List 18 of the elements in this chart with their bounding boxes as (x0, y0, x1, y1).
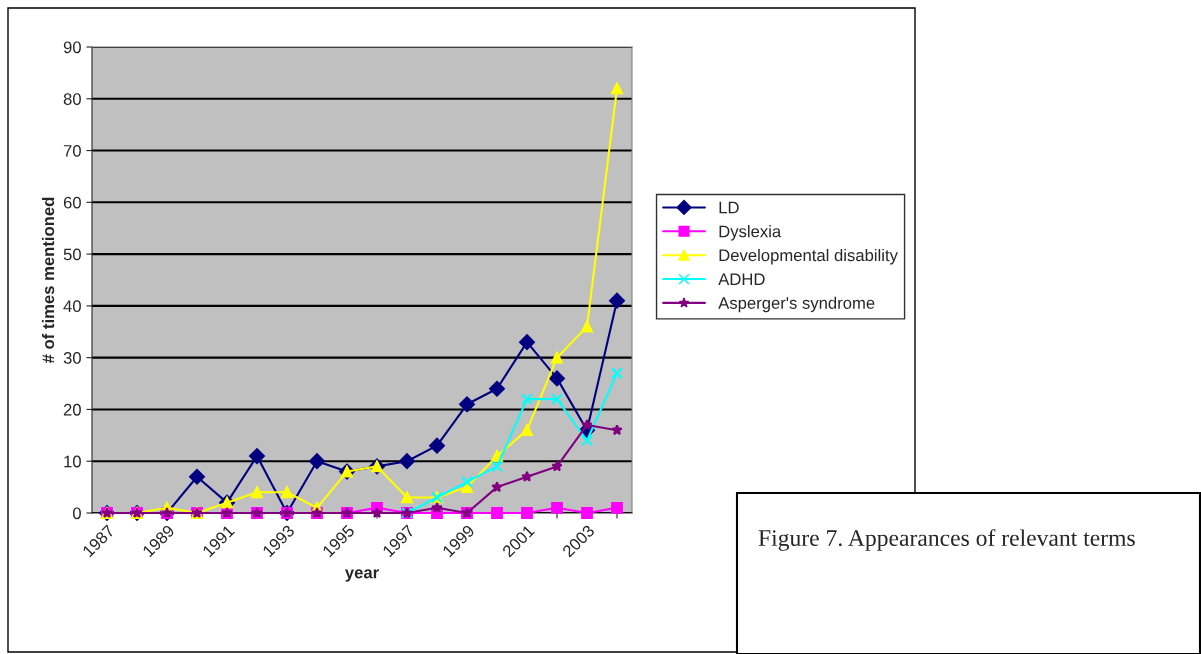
y-tick-label: 20 (63, 403, 81, 416)
y-tick-label: 30 (63, 352, 81, 364)
legend-label: Dyslexia (719, 225, 782, 241)
legend-label: Asperger's syndrome (718, 296, 875, 313)
y-tick-label: 80 (63, 93, 81, 105)
y-tick-label: 70 (63, 144, 81, 157)
legend-label: Developmental disability (719, 248, 898, 265)
y-tick-label: 40 (63, 300, 81, 313)
legend-label: LD (719, 201, 739, 214)
y-tick-label: 60 (63, 196, 81, 209)
x-axis-title: year (344, 569, 379, 582)
y-tick-label: 90 (63, 41, 81, 54)
y-tick-label: 50 (63, 248, 81, 261)
y-axis-title: # of times mentioned (41, 197, 55, 364)
caption: Figure 7. Appearances of relevant terms (758, 529, 1135, 551)
y-tick-label: 10 (64, 455, 81, 468)
y-tick-label: 0 (72, 507, 81, 520)
legend-label: ADHD (718, 273, 765, 285)
